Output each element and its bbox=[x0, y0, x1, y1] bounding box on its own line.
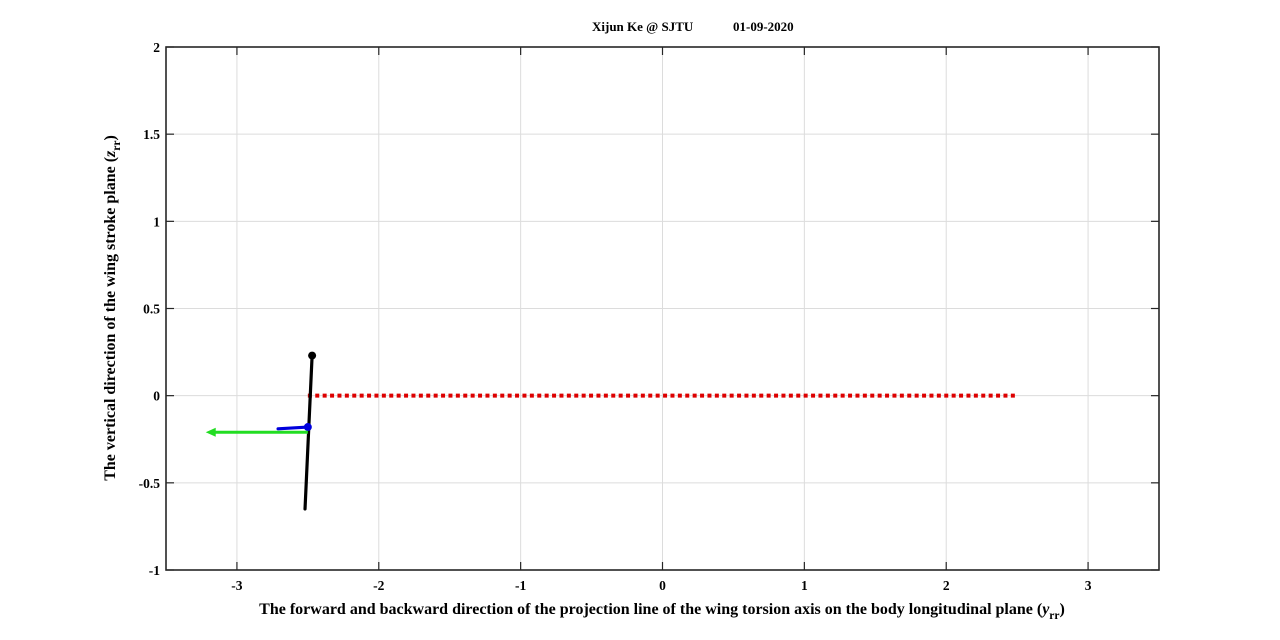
y-tick-label: 1 bbox=[153, 214, 160, 229]
x-axis-label-subscript: rr bbox=[1049, 610, 1059, 622]
y-axis-label-text: The vertical direction of the wing strok… bbox=[102, 157, 119, 481]
series-wing-chord bbox=[303, 353, 314, 511]
y-tick-label: 0 bbox=[153, 389, 160, 404]
y-tick-label: -0.5 bbox=[139, 476, 161, 491]
x-tick-label: 0 bbox=[659, 578, 666, 593]
x-tick-label: -2 bbox=[373, 578, 384, 593]
x-axis-label-text: The forward and backward direction of th… bbox=[259, 601, 1042, 618]
x-axis-label-close: ) bbox=[1060, 601, 1065, 618]
y-axis-label-variable: z bbox=[102, 150, 119, 158]
axes-frame bbox=[165, 46, 1160, 571]
plot-area: -3 -2 -1 0 1 2 3 -1 -0.5 0 0.5 1 1.5 2 bbox=[139, 40, 1160, 593]
series-torsion-axis-vector bbox=[276, 425, 310, 431]
y-tick-label: 0.5 bbox=[143, 302, 160, 317]
x-axis-label: The forward and backward direction of th… bbox=[259, 601, 1065, 622]
chart-title-date: 01-09-2020 bbox=[733, 19, 794, 34]
x-axis-label-variable: y bbox=[1040, 601, 1050, 618]
chart-title-author: Xijun Ke @ SJTU bbox=[592, 19, 694, 34]
x-tick-label: 1 bbox=[801, 578, 808, 593]
x-tick-label: -1 bbox=[515, 578, 526, 593]
y-axis-label: The vertical direction of the wing strok… bbox=[102, 135, 123, 481]
x-tick-label: 3 bbox=[1085, 578, 1092, 593]
y-tick-label: 2 bbox=[153, 40, 160, 55]
y-tick-label: -1 bbox=[149, 563, 160, 578]
x-tick-label: 2 bbox=[943, 578, 950, 593]
y-axis-label-close: ) bbox=[102, 135, 119, 140]
series-wing-chord-marker bbox=[308, 351, 317, 360]
y-tick-label: 1.5 bbox=[143, 127, 160, 142]
series-velocity-arrow-head bbox=[205, 427, 216, 437]
y-axis-label-subscript: rr bbox=[111, 141, 123, 151]
series-torsion-axis-vector-marker bbox=[303, 423, 312, 432]
x-tick-label: -3 bbox=[231, 578, 242, 593]
